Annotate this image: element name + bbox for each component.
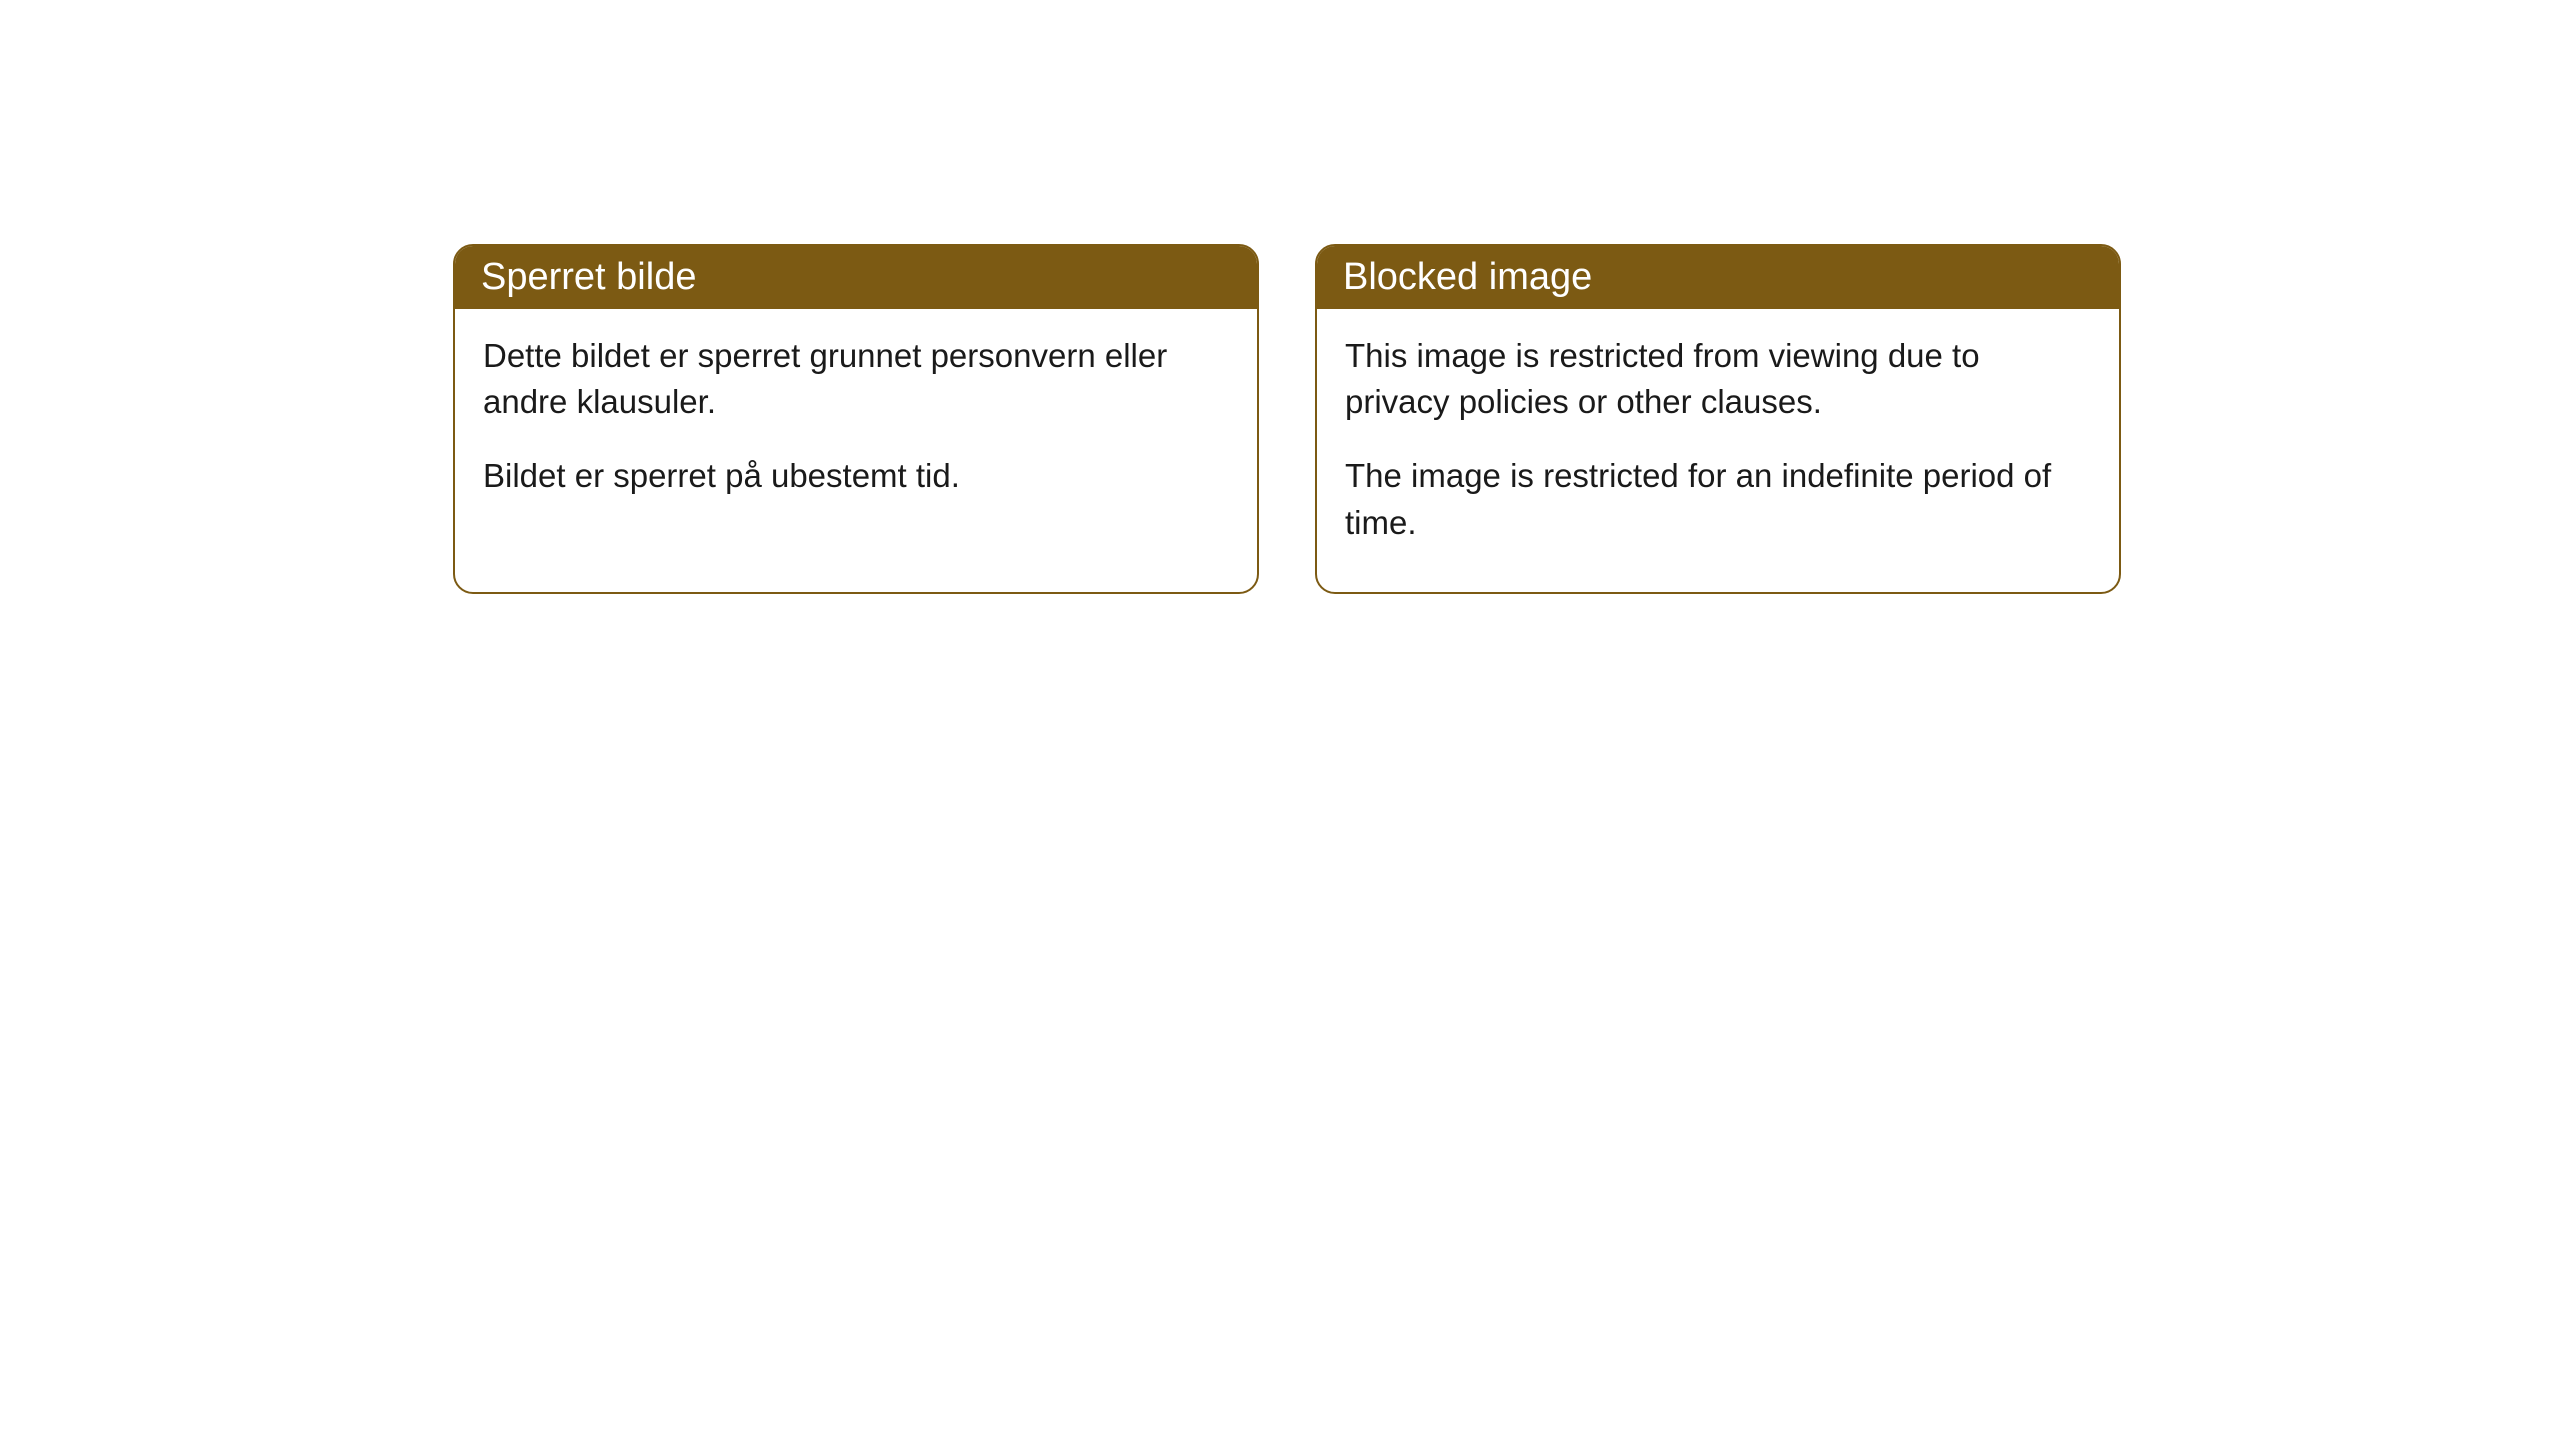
card-paragraph-2: Bildet er sperret på ubestemt tid.	[483, 453, 1229, 499]
card-paragraph-1: Dette bildet er sperret grunnet personve…	[483, 333, 1229, 425]
card-header: Sperret bilde	[455, 246, 1257, 309]
card-body: Dette bildet er sperret grunnet personve…	[455, 309, 1257, 546]
card-title: Sperret bilde	[481, 256, 696, 298]
blocked-image-card-english: Blocked image This image is restricted f…	[1315, 244, 2121, 594]
blocked-image-card-norwegian: Sperret bilde Dette bildet er sperret gr…	[453, 244, 1259, 594]
card-title: Blocked image	[1343, 256, 1592, 298]
card-body: This image is restricted from viewing du…	[1317, 309, 2119, 592]
notice-cards-container: Sperret bilde Dette bildet er sperret gr…	[453, 244, 2560, 594]
card-paragraph-2: The image is restricted for an indefinit…	[1345, 453, 2091, 545]
card-header: Blocked image	[1317, 246, 2119, 309]
card-paragraph-1: This image is restricted from viewing du…	[1345, 333, 2091, 425]
